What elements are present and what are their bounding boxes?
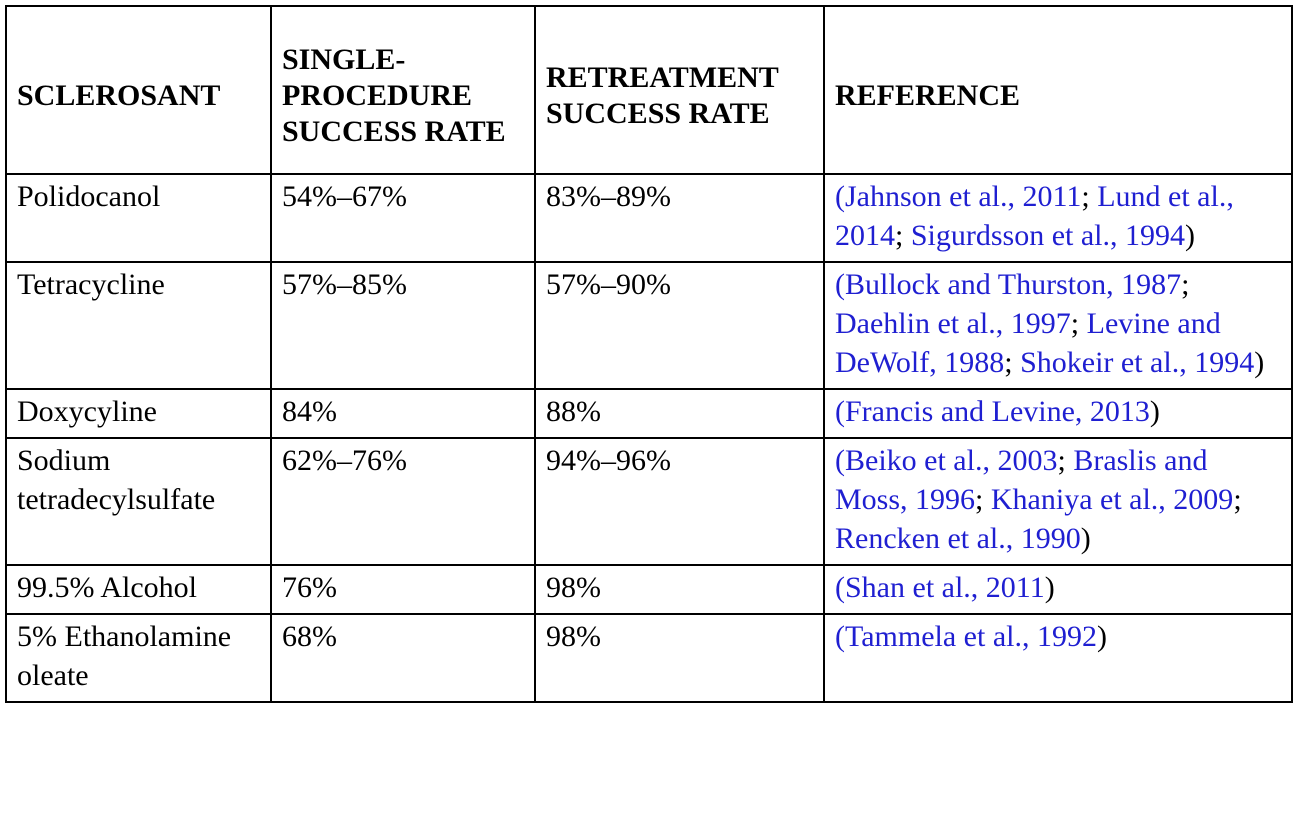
reference-cell: (Tammela et al., 1992)	[823, 613, 1293, 703]
reference-cell: (Beiko et al., 2003; Braslis and Moss, 1…	[823, 437, 1293, 566]
retreatment-rate-cell: 94%–96%	[534, 437, 825, 566]
table-row: 99.5% Alcohol 76% 98% (Shan et al., 2011)	[5, 564, 1293, 615]
close-paren: )	[1096, 620, 1107, 653]
sclerosant-table: SCLEROSANT SINGLE-PROCEDURE SUCCESS RATE…	[5, 5, 1293, 703]
retreatment-rate-cell: 83%–89%	[534, 173, 825, 263]
sclerosant-cell: 99.5% Alcohol	[5, 564, 272, 615]
close-paren: )	[1080, 522, 1091, 555]
header-single-procedure-success-rate: SINGLE-PROCEDURE SUCCESS RATE	[270, 5, 536, 175]
reference-link[interactable]: Shokeir et al., 1994	[1020, 346, 1255, 379]
single-procedure-rate-cell: 62%–76%	[270, 437, 536, 566]
reference-separator: ;	[895, 219, 911, 252]
sclerosant-cell: Polidocanol	[5, 173, 272, 263]
reference-link[interactable]: Lund et al., 2014	[835, 180, 1234, 252]
reference-separator: ;	[1233, 483, 1242, 516]
close-paren: )	[1044, 571, 1055, 604]
reference-separator: ;	[1004, 346, 1021, 379]
reference-link[interactable]: Francis and Levine, 2013	[845, 395, 1150, 428]
reference-link[interactable]: Beiko et al., 2003	[845, 444, 1058, 477]
reference-separator: ;	[1057, 444, 1074, 477]
open-paren: (	[835, 444, 845, 477]
reference-link[interactable]: Rencken et al., 1990	[835, 522, 1081, 555]
reference-separator: ;	[975, 483, 991, 516]
reference-separator: ;	[1070, 307, 1087, 340]
header-reference: REFERENCE	[823, 5, 1293, 175]
reference-cell: (Bullock and Thurston, 1987; Daehlin et …	[823, 261, 1293, 390]
reference-cell: (Shan et al., 2011)	[823, 564, 1293, 615]
table-row: 5% Ethanolamine oleate 68% 98% (Tammela et …	[5, 613, 1293, 703]
reference-separator: ;	[1081, 180, 1098, 213]
reference-link[interactable]: Daehlin et al., 1997	[835, 307, 1071, 340]
single-procedure-rate-cell: 84%	[270, 388, 536, 439]
header-row: SCLEROSANT SINGLE-PROCEDURE SUCCESS RATE…	[5, 5, 1293, 175]
table-row: Sodium tetradecylsulfate 62%–76% 94%–96% (B…	[5, 437, 1293, 566]
open-paren: (	[835, 395, 845, 428]
reference-link[interactable]: Bullock and Thurston, 1987	[845, 268, 1182, 301]
single-procedure-rate-cell: 68%	[270, 613, 536, 703]
sclerosant-cell: 5% Ethanolamine oleate	[5, 613, 272, 703]
single-procedure-rate-cell: 57%–85%	[270, 261, 536, 390]
header-retreatment-success-rate: RETREATMENT SUCCESS RATE	[534, 5, 825, 175]
reference-link[interactable]: Tammela et al., 1992	[845, 620, 1097, 653]
close-paren: )	[1254, 346, 1265, 379]
open-paren: (	[835, 180, 845, 213]
reference-link[interactable]: Jahnson et al., 2011	[845, 180, 1082, 213]
reference-cell: (Francis and Levine, 2013)	[823, 388, 1293, 439]
retreatment-rate-cell: 57%–90%	[534, 261, 825, 390]
single-procedure-rate-cell: 76%	[270, 564, 536, 615]
close-paren: )	[1185, 219, 1196, 252]
sclerosant-cell: Tetracycline	[5, 261, 272, 390]
retreatment-rate-cell: 88%	[534, 388, 825, 439]
single-procedure-rate-cell: 54%–67%	[270, 173, 536, 263]
table-row: Doxycyline 84% 88% (Francis and Levine, 201…	[5, 388, 1293, 439]
sclerosant-cell: Doxycyline	[5, 388, 272, 439]
open-paren: (	[835, 268, 845, 301]
reference-link[interactable]: Braslis and Moss, 1996	[835, 444, 1208, 516]
sclerosant-cell: Sodium tetradecylsulfate	[5, 437, 272, 566]
reference-link[interactable]: Levine and DeWolf, 1988	[835, 307, 1221, 379]
reference-link[interactable]: Khaniya et al., 2009	[990, 483, 1234, 516]
open-paren: (	[835, 571, 845, 604]
table-body: Polidocanol 54%–67% 83%–89% (Jahnson et al.…	[5, 173, 1293, 703]
retreatment-rate-cell: 98%	[534, 613, 825, 703]
open-paren: (	[835, 620, 845, 653]
reference-link[interactable]: Sigurdsson et al., 1994	[910, 219, 1186, 252]
retreatment-rate-cell: 98%	[534, 564, 825, 615]
reference-link[interactable]: Shan et al., 2011	[845, 571, 1045, 604]
reference-cell: (Jahnson et al., 2011; Lund et al., 2014…	[823, 173, 1293, 263]
header-sclerosant: SCLEROSANT	[5, 5, 272, 175]
close-paren: )	[1149, 395, 1160, 428]
table-row: Polidocanol 54%–67% 83%–89% (Jahnson et al.…	[5, 173, 1293, 263]
table-row: Tetracycline 57%–85% 57%–90% (Bullock and T…	[5, 261, 1293, 390]
reference-separator: ;	[1181, 268, 1190, 301]
